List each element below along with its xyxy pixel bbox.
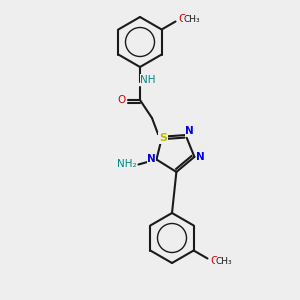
Text: NH: NH <box>140 75 156 85</box>
Text: N: N <box>185 126 194 136</box>
Text: O: O <box>210 256 219 266</box>
Text: NH₂: NH₂ <box>117 160 136 170</box>
Text: O: O <box>178 14 187 25</box>
Text: CH₃: CH₃ <box>215 257 232 266</box>
Text: O: O <box>118 95 126 105</box>
Text: CH₃: CH₃ <box>183 15 200 24</box>
Text: N: N <box>147 154 156 164</box>
Text: S: S <box>159 133 167 143</box>
Text: N: N <box>196 152 205 162</box>
